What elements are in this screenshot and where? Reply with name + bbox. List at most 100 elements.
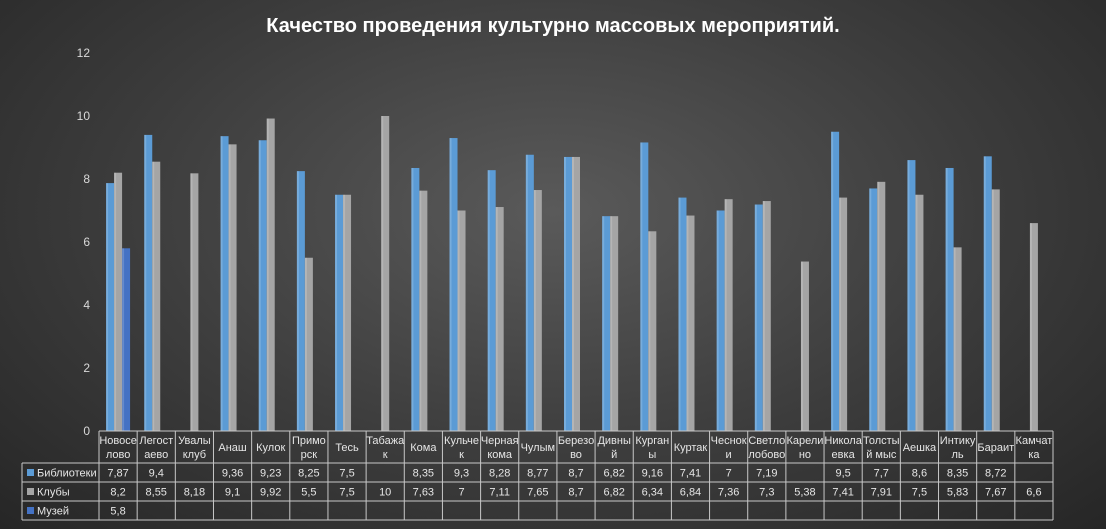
data-label: 5,8 bbox=[110, 506, 125, 518]
data-label: 6,82 bbox=[603, 468, 624, 480]
bar-Библиотеки bbox=[831, 131, 840, 431]
category-label: но bbox=[799, 449, 811, 461]
bar-highlight bbox=[525, 154, 528, 431]
category-label: Кома bbox=[410, 442, 437, 454]
bar-highlight bbox=[953, 247, 956, 431]
bar-Клубы bbox=[953, 247, 962, 431]
data-label: 8,55 bbox=[146, 487, 167, 499]
category-label: Дивны bbox=[597, 435, 631, 447]
category-label: Кульче bbox=[444, 435, 479, 447]
bar-Библиотеки bbox=[678, 197, 687, 431]
bar-Библиотеки bbox=[449, 138, 458, 432]
bar-highlight bbox=[915, 194, 918, 431]
bar-highlight bbox=[1029, 223, 1032, 431]
bar-highlight bbox=[800, 261, 803, 431]
category-label: й мыс bbox=[866, 449, 897, 461]
data-label: 9,3 bbox=[454, 468, 469, 480]
category-label: Толсты bbox=[863, 435, 900, 447]
category-label: Легост bbox=[139, 435, 173, 447]
category-label: Светло bbox=[748, 435, 785, 447]
data-label: 8,72 bbox=[985, 468, 1006, 480]
data-label: 7,5 bbox=[339, 487, 354, 499]
y-tick-label: 10 bbox=[77, 109, 91, 123]
bar-Клубы bbox=[572, 156, 580, 431]
bar-highlight bbox=[640, 142, 643, 431]
data-label: 7,87 bbox=[107, 468, 128, 480]
bar-highlight bbox=[296, 171, 299, 431]
bar-highlight bbox=[495, 207, 498, 431]
category-label: к bbox=[383, 449, 388, 461]
bar-Библиотеки bbox=[220, 136, 229, 431]
bar-highlight bbox=[152, 161, 155, 432]
bar-highlight bbox=[343, 194, 346, 431]
bar-Библиотеки bbox=[258, 140, 267, 431]
data-label: 8,18 bbox=[184, 487, 205, 499]
data-label: 8,2 bbox=[110, 487, 125, 499]
data-label: 6,34 bbox=[642, 487, 663, 499]
bar-highlight bbox=[564, 156, 566, 431]
data-label: 7,63 bbox=[413, 487, 434, 499]
bar-Клубы bbox=[686, 215, 695, 431]
bar-highlight bbox=[304, 257, 307, 431]
category-label: Карели bbox=[786, 435, 823, 447]
data-label: 7,19 bbox=[756, 468, 777, 480]
data-label: 9,36 bbox=[222, 468, 243, 480]
y-tick-label: 4 bbox=[83, 298, 90, 312]
bar-Библиотеки bbox=[907, 160, 916, 431]
data-label: 5,83 bbox=[947, 487, 968, 499]
bar-Клубы bbox=[533, 190, 542, 431]
category-label: ка bbox=[1028, 449, 1040, 461]
legend-label: Клубы bbox=[37, 487, 70, 499]
bar-highlight bbox=[686, 215, 689, 431]
data-label: 7,41 bbox=[680, 468, 701, 480]
bar-highlight bbox=[991, 189, 994, 431]
bar-Библиотеки bbox=[411, 167, 420, 431]
category-label: к bbox=[459, 449, 464, 461]
bar-Клубы bbox=[343, 194, 352, 431]
bar-highlight bbox=[762, 201, 765, 431]
bar-highlight bbox=[487, 170, 490, 431]
data-label: 5,5 bbox=[301, 487, 316, 499]
category-label: Табажа bbox=[366, 435, 405, 447]
data-label: 8,35 bbox=[947, 468, 968, 480]
bar-Библиотеки bbox=[983, 156, 992, 431]
bar-Библиотеки bbox=[296, 171, 305, 431]
bars bbox=[106, 116, 1038, 432]
data-label: 9,1 bbox=[225, 487, 240, 499]
data-label: 7,65 bbox=[527, 487, 548, 499]
bar-Библиотеки bbox=[144, 134, 153, 431]
data-label: 9,4 bbox=[149, 468, 164, 480]
bar-Музей bbox=[122, 248, 131, 431]
bar-highlight bbox=[724, 199, 727, 431]
data-label: 7,11 bbox=[489, 487, 510, 499]
data-label: 8,28 bbox=[489, 468, 510, 480]
bar-Библиотеки bbox=[716, 210, 725, 431]
category-label: Тесь bbox=[335, 442, 359, 454]
bar-Клубы bbox=[419, 190, 428, 431]
data-label: 7,41 bbox=[832, 487, 853, 499]
data-label: 10 bbox=[379, 487, 391, 499]
category-label: ы bbox=[648, 449, 656, 461]
data-label: 6,6 bbox=[1026, 487, 1041, 499]
bar-Клубы bbox=[915, 194, 924, 431]
data-label: 6,84 bbox=[680, 487, 701, 499]
bar-Библиотеки bbox=[525, 154, 534, 431]
bar-highlight bbox=[716, 210, 719, 431]
data-label: 7,91 bbox=[871, 487, 892, 499]
bar-Клубы bbox=[648, 231, 657, 431]
y-tick-label: 8 bbox=[83, 172, 90, 186]
bar-Клубы bbox=[839, 197, 848, 431]
bar-highlight bbox=[754, 204, 757, 431]
bar-highlight bbox=[144, 134, 147, 431]
category-label: Увалы bbox=[178, 435, 211, 447]
data-label: 9,92 bbox=[260, 487, 281, 499]
bar-highlight bbox=[457, 210, 460, 431]
category-label: и bbox=[726, 449, 732, 461]
y-tick-label: 0 bbox=[83, 424, 90, 438]
category-label: евка bbox=[832, 449, 856, 461]
bar-highlight bbox=[258, 140, 261, 431]
data-label: 5,38 bbox=[794, 487, 815, 499]
category-label: Куртак bbox=[674, 442, 708, 454]
bar-highlight bbox=[266, 118, 269, 432]
